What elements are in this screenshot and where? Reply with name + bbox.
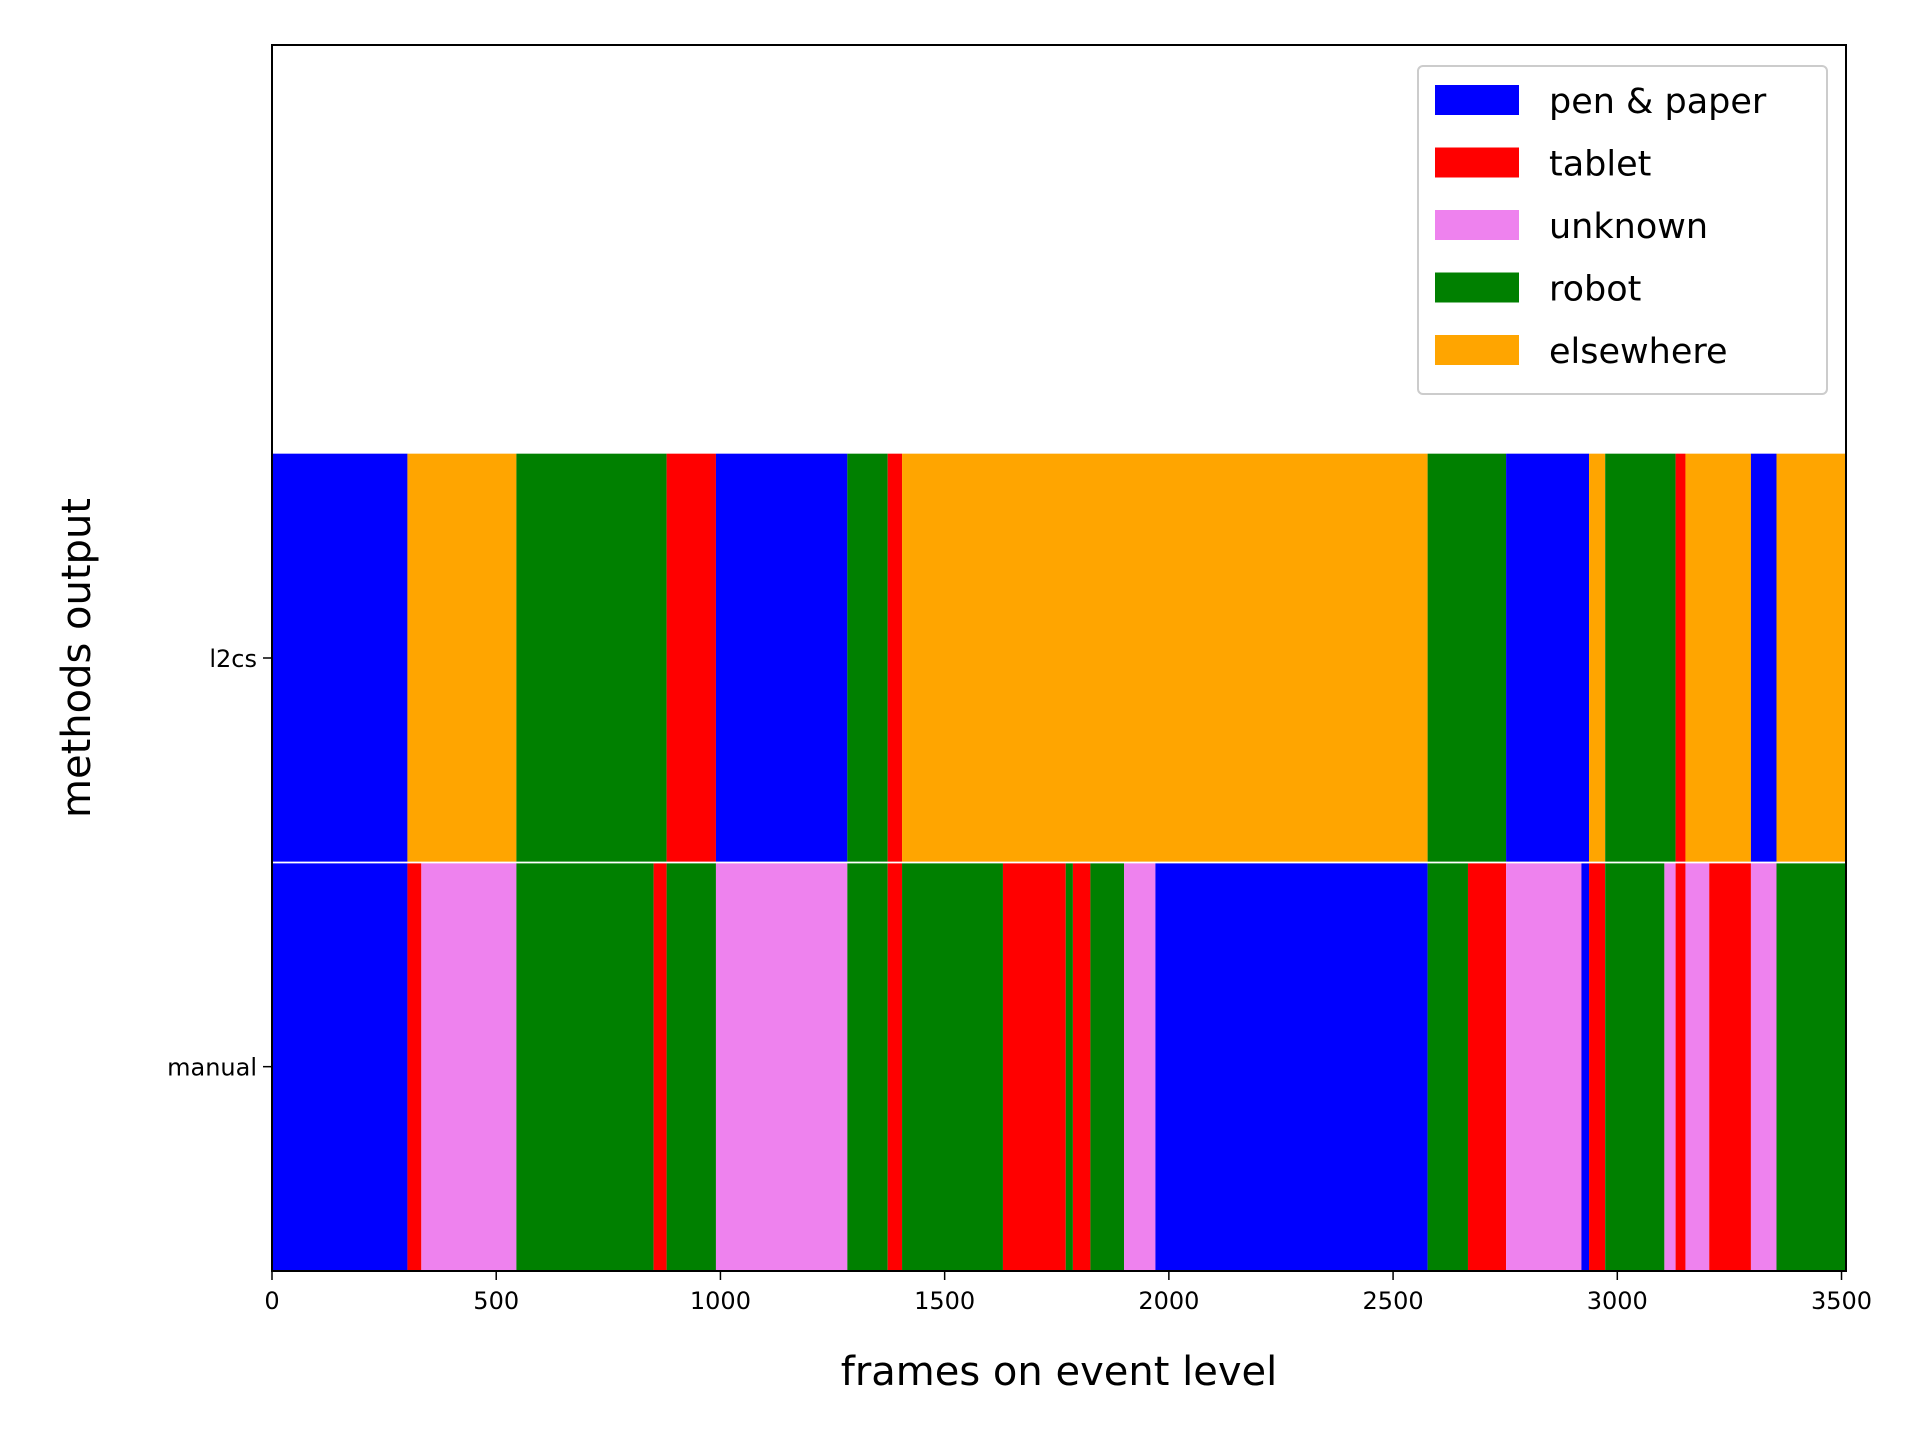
bar-manual-19 <box>1581 863 1590 1271</box>
legend-label: pen & paper <box>1549 82 1767 122</box>
legend-label: elsewhere <box>1549 332 1728 372</box>
legend-swatch <box>1435 85 1519 115</box>
bar-l2cs-11 <box>1605 453 1676 863</box>
x-tick-label: 3000 <box>1587 1287 1648 1315</box>
bar-manual-4 <box>653 863 667 1271</box>
x-tick-label: 2000 <box>1138 1287 1199 1315</box>
bar-manual-10 <box>1002 863 1066 1271</box>
bar-manual-18 <box>1506 863 1582 1271</box>
bar-manual-2 <box>421 863 517 1271</box>
bar-l2cs-12 <box>1675 453 1686 863</box>
legend-swatch <box>1435 335 1519 365</box>
y-tick-label-manual: manual <box>167 1054 257 1082</box>
bar-manual-20 <box>1589 863 1606 1271</box>
bar-manual-21 <box>1605 863 1665 1271</box>
bar-l2cs-14 <box>1750 453 1777 863</box>
bar-l2cs-13 <box>1685 453 1751 863</box>
bar-l2cs-10 <box>1589 453 1606 863</box>
x-tick-label: 500 <box>473 1287 519 1315</box>
bar-l2cs-6 <box>887 453 903 863</box>
bar-manual-9 <box>902 863 1003 1271</box>
legend-swatch <box>1435 147 1519 178</box>
bar-manual-0 <box>272 863 408 1271</box>
bar-l2cs-3 <box>666 453 716 863</box>
y-tick-label-l2cs: l2cs <box>209 645 257 673</box>
bar-manual-3 <box>516 863 654 1271</box>
legend-label: tablet <box>1549 145 1651 185</box>
bar-manual-15 <box>1155 863 1428 1271</box>
bar-l2cs-0 <box>272 453 408 863</box>
bar-manual-1 <box>407 863 422 1271</box>
x-tick-label: 0 <box>264 1287 279 1315</box>
legend-swatch <box>1435 210 1519 240</box>
bar-l2cs-4 <box>715 453 848 863</box>
x-axis-title: frames on event level <box>841 1349 1277 1395</box>
bar-l2cs-15 <box>1776 453 1846 863</box>
legend-label: robot <box>1549 270 1641 310</box>
legend: pen & paper tablet unknown robot elsewhere <box>1417 65 1828 395</box>
y-axis: l2cs manual <box>167 645 272 1082</box>
x-axis: 0 500 1000 1500 2000 2500 3000 3500 <box>264 1271 1872 1315</box>
x-tick-label: 1500 <box>914 1287 975 1315</box>
bar-l2cs-7 <box>902 453 1428 863</box>
bar-manual-27 <box>1776 863 1846 1271</box>
bar-manual-26 <box>1750 863 1777 1271</box>
bar-manual-25 <box>1709 863 1751 1271</box>
bar-manual-13 <box>1090 863 1125 1271</box>
bar-manual-12 <box>1072 863 1091 1271</box>
legend-swatch <box>1435 272 1519 303</box>
bar-manual-16 <box>1427 863 1468 1271</box>
x-tick-label: 2500 <box>1363 1287 1424 1315</box>
y-axis-title: methods output <box>54 498 100 818</box>
bar-manual-8 <box>887 863 903 1271</box>
bar-l2cs-8 <box>1427 453 1507 863</box>
legend-label: unknown <box>1549 207 1708 247</box>
bar-manual-11 <box>1065 863 1073 1271</box>
bar-manual-17 <box>1467 863 1507 1271</box>
bar-manual-24 <box>1685 863 1710 1271</box>
bar-manual-22 <box>1664 863 1676 1271</box>
bar-l2cs-9 <box>1506 453 1590 863</box>
bar-manual-5 <box>666 863 716 1271</box>
plot-area <box>272 453 1846 1271</box>
x-tick-label: 3500 <box>1811 1287 1872 1315</box>
legend-box <box>1417 65 1828 395</box>
bar-l2cs-1 <box>407 453 517 863</box>
bar-manual-23 <box>1675 863 1686 1271</box>
bar-manual-7 <box>847 863 888 1271</box>
bar-manual-6 <box>715 863 848 1271</box>
bar-l2cs-2 <box>516 453 667 863</box>
x-tick-label: 1000 <box>690 1287 751 1315</box>
bar-l2cs-5 <box>847 453 888 863</box>
bar-manual-14 <box>1124 863 1156 1271</box>
